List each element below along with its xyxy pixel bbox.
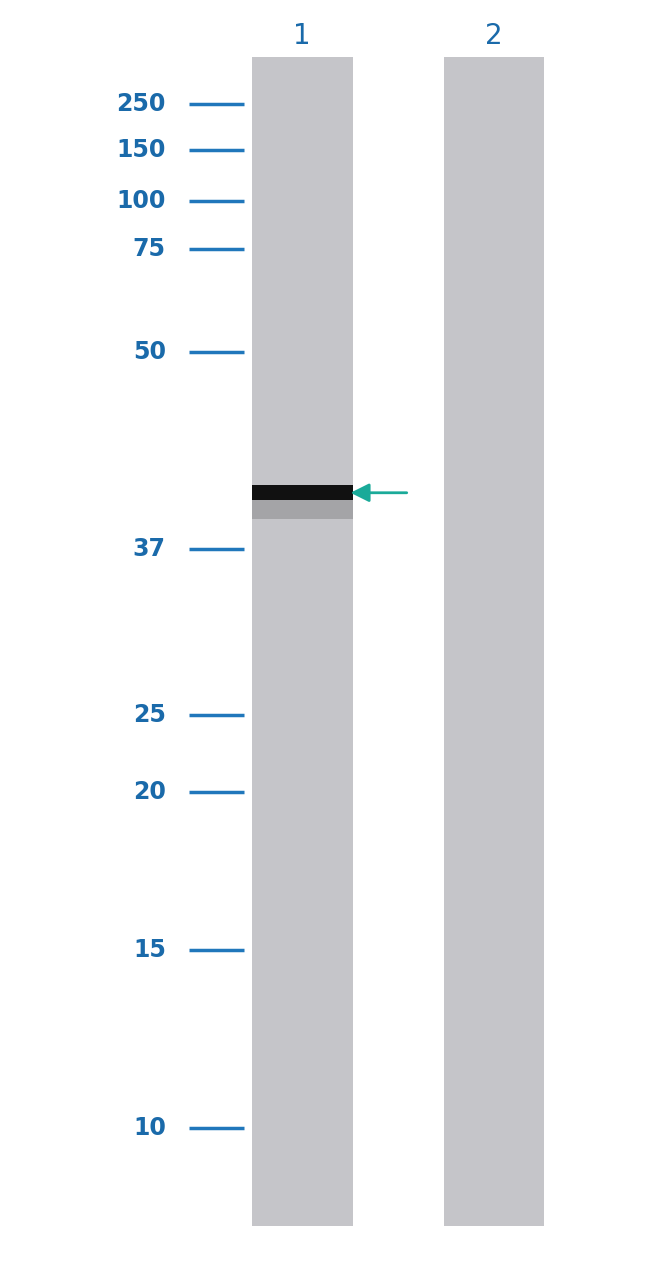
Text: 75: 75 bbox=[133, 237, 166, 260]
Text: 2: 2 bbox=[485, 22, 503, 50]
Text: 37: 37 bbox=[133, 537, 166, 560]
Bar bbox=[252, 57, 352, 1226]
Text: 150: 150 bbox=[116, 138, 166, 161]
Bar bbox=[252, 500, 352, 518]
Text: 1: 1 bbox=[293, 22, 311, 50]
Text: 15: 15 bbox=[133, 939, 166, 961]
Text: 50: 50 bbox=[133, 340, 166, 363]
Text: 250: 250 bbox=[116, 93, 166, 116]
Text: 20: 20 bbox=[133, 781, 166, 804]
Text: 10: 10 bbox=[133, 1116, 166, 1139]
Bar bbox=[252, 485, 352, 500]
Text: 25: 25 bbox=[133, 704, 166, 726]
Bar bbox=[443, 57, 545, 1226]
Text: 100: 100 bbox=[116, 189, 166, 212]
